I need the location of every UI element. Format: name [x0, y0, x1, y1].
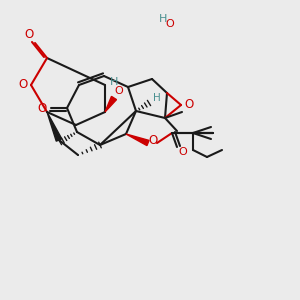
Polygon shape [47, 112, 62, 141]
Text: H: H [110, 77, 118, 87]
Text: O: O [38, 103, 46, 116]
Text: O: O [178, 147, 188, 157]
Text: O: O [148, 134, 158, 148]
Text: H: H [153, 93, 161, 103]
Text: O: O [18, 79, 28, 92]
Text: O: O [115, 86, 123, 96]
Text: H: H [159, 14, 167, 24]
Text: O: O [24, 28, 34, 41]
Polygon shape [105, 96, 116, 112]
Text: O: O [166, 19, 174, 29]
Polygon shape [126, 134, 149, 146]
Text: O: O [184, 98, 194, 112]
